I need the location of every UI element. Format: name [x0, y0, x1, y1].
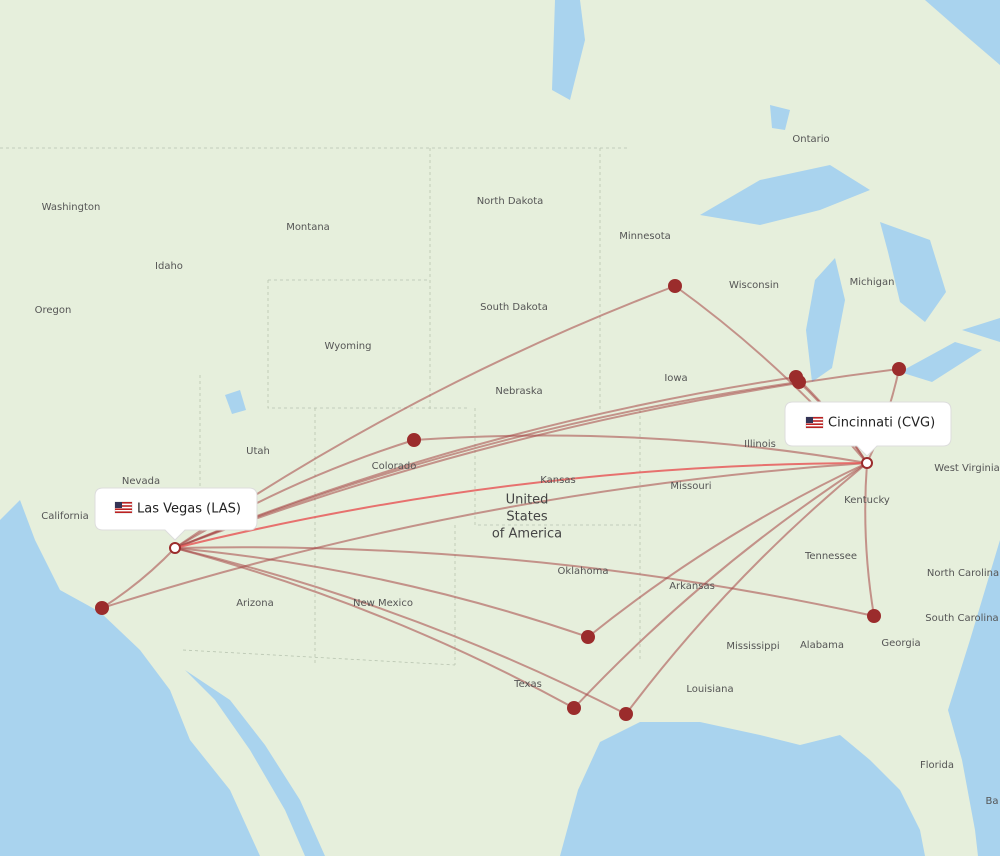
route [625, 462, 868, 715]
route [587, 462, 868, 638]
region-label: California [41, 511, 89, 522]
region-label: Texas [513, 679, 542, 690]
main-route [174, 462, 868, 549]
region-label: Wyoming [325, 341, 372, 352]
airport-marker [619, 707, 633, 721]
markers [95, 279, 906, 721]
route [174, 381, 800, 549]
origin-marker [169, 542, 181, 554]
route [413, 434, 868, 464]
region-label: Colorado [372, 461, 417, 472]
region-label: Utah [246, 446, 270, 457]
region-label: Washington [42, 202, 101, 213]
route [174, 547, 575, 709]
callout-box [784, 401, 952, 457]
region-label: Arkansas [669, 581, 715, 592]
airport-marker [792, 375, 806, 389]
airport-label: Las Vegas (LAS) [137, 502, 241, 517]
airport-label: Cincinnati (CVG) [828, 416, 935, 431]
region-label: Tennessee [804, 551, 857, 562]
region-label: Arizona [236, 598, 274, 609]
region-label: Ontario [792, 134, 829, 145]
region-label: Montana [286, 222, 330, 233]
airport-marker [95, 601, 109, 615]
region-label: New Mexico [353, 598, 413, 609]
airport-marker [581, 630, 595, 644]
airport-marker [567, 701, 581, 715]
region-label: Minnesota [619, 231, 671, 242]
region-label: South Dakota [480, 302, 548, 313]
region-label: Louisiana [686, 684, 733, 695]
region-label: Idaho [155, 261, 183, 272]
region-label: Missouri [670, 481, 711, 492]
region-label: Kansas [540, 475, 575, 486]
region-label: North Dakota [477, 196, 544, 207]
state-borders [0, 147, 641, 666]
region-label: Oregon [35, 305, 72, 316]
route [174, 547, 627, 715]
airport-marker [407, 433, 421, 447]
region-label: Ba [986, 796, 999, 807]
route [174, 439, 415, 549]
region-label: Nevada [122, 476, 160, 487]
origin-marker [861, 457, 873, 469]
region-label: Florida [920, 760, 954, 771]
region-label: North Carolina [927, 568, 999, 579]
region-label: Alabama [800, 640, 844, 651]
flag [114, 501, 133, 514]
route [573, 462, 868, 709]
region-label: Mississippi [726, 641, 779, 652]
route [864, 462, 875, 617]
region-label: Nebraska [495, 386, 542, 397]
airport-marker [892, 362, 906, 376]
cvg-callout: Cincinnati (CVG) [784, 401, 952, 457]
airport-marker [668, 279, 682, 293]
route [101, 462, 868, 609]
region-label: Illinois [744, 439, 776, 450]
labels: Washington Oregon California Nevada Idaho Mon… [35, 134, 1000, 807]
callout-box [94, 487, 258, 541]
route [174, 546, 875, 617]
region-label: Wisconsin [729, 280, 779, 291]
route [174, 547, 589, 638]
region-label: Georgia [881, 638, 920, 649]
route [101, 547, 176, 609]
region-label: Michigan [850, 277, 895, 288]
flag [805, 416, 824, 429]
country-label: States [506, 510, 547, 525]
las-callout: Las Vegas (LAS) [94, 487, 258, 541]
region-label: West Virginia [934, 463, 999, 474]
region-label: South Carolina [925, 613, 998, 624]
region-label: Kentucky [844, 495, 890, 506]
country-label: of America [492, 527, 562, 542]
airport-marker [867, 609, 881, 623]
routes [101, 285, 900, 715]
country-label: United [506, 493, 549, 508]
region-label: Oklahoma [558, 566, 609, 577]
region-label: Iowa [664, 373, 687, 384]
